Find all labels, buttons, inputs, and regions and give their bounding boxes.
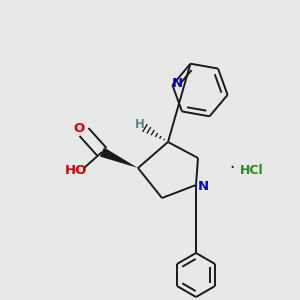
Text: N: N (197, 181, 208, 194)
Text: ·: · (230, 159, 235, 177)
Text: N: N (172, 76, 183, 90)
Polygon shape (100, 147, 138, 168)
Text: O: O (74, 122, 85, 136)
Text: H: H (135, 118, 145, 130)
Text: HO: HO (65, 164, 87, 176)
Text: HCl: HCl (240, 164, 264, 176)
